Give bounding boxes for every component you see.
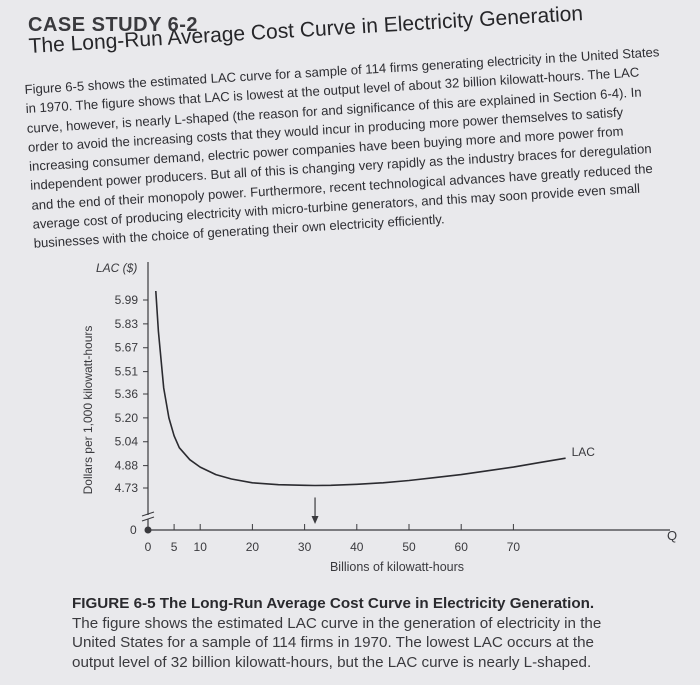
y-tick-label: 5.04 [115,435,139,449]
x-tick-label: 5 [171,540,178,554]
y-tick-label: 5.36 [115,387,139,401]
caption-label: FIGURE 6-5 The Long-Run Average Cost Cur… [72,595,595,612]
y-axis-label: Dollars per 1,000 kilowatt-hours [81,326,95,495]
x-tick-label: 20 [246,540,260,554]
figure-caption: FIGURE 6-5 The Long-Run Average Cost Cur… [72,594,692,672]
case-study-title: The Long-Run Average Cost Curve in Elect… [28,2,584,58]
lac-chart: LAC ($) Dollars per 1,000 kilowatt-hours 5… [81,261,677,574]
x-axis-end-label: Q [667,528,677,543]
y-tick-label: 4.88 [115,459,139,473]
x-tick-label: 50 [402,540,416,554]
minimum-arrow-head [311,516,319,524]
y-tick-label: 5.51 [115,365,139,379]
lac-curve [155,290,566,487]
y-tick-label: 5.67 [115,341,139,355]
axis-break-mark [141,511,155,517]
caption-line: output level of 32 billion kilowatt-hour… [72,653,592,671]
x-tick-label: 40 [350,540,364,554]
origin-label: 0 [130,523,137,537]
y-axis-title: LAC ($) [96,261,137,275]
x-tick-label: 70 [507,540,521,554]
y-tick-label: 4.73 [115,481,139,495]
y-tick-label: 5.99 [115,293,139,307]
caption-line: United States for a sample of 114 firms … [72,634,594,651]
x-tick-label: 10 [194,540,208,554]
x-tick-label: 60 [455,540,469,554]
body-paragraph: Figure 6-5 shows the estimated LAC curve… [24,40,700,254]
lac-curve-label: LAC [572,445,596,459]
y-tick-label: 5.83 [115,317,139,331]
y-tick-label: 5.20 [115,411,139,425]
x-axis-label: Billions of kilowatt-hours [330,560,464,574]
x-tick-label: 30 [298,540,312,554]
x-tick-label: 0 [145,540,152,554]
origin-dot [144,526,152,534]
case-study-label: CASE STUDY 6-2 [28,14,199,36]
caption-line: The figure shows the estimated LAC curve… [72,614,602,632]
